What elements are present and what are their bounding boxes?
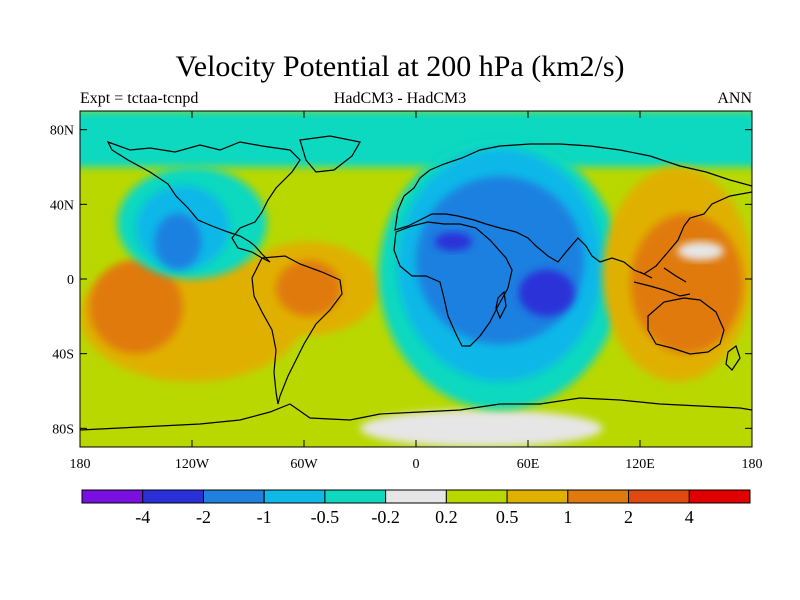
y-tick-label: 40N: [50, 198, 74, 213]
x-tick-label: 180: [70, 457, 91, 472]
colorbar-swatch: [142, 489, 204, 504]
colorbar-swatch: [506, 489, 569, 504]
colorbar-label: -2: [196, 507, 211, 527]
colorbar-swatch: [81, 489, 144, 504]
contour-region-9: [154, 213, 202, 270]
colorbar-swatch: [263, 489, 326, 504]
velocity-potential-field: [80, 111, 752, 447]
colorbar-label: -0.5: [311, 507, 340, 527]
colorbar-swatch: [445, 489, 508, 504]
y-tick-label: 80N: [50, 124, 74, 139]
contour-region-1: [80, 111, 752, 167]
x-tick-label: 120W: [175, 457, 210, 472]
colorbar-swatch: [202, 489, 265, 504]
x-tick-label: 60W: [290, 457, 318, 472]
colorbar-label: 0.5: [496, 507, 519, 527]
colorbar-swatch: [688, 489, 751, 504]
model-label: HadCM3 - HadCM3: [333, 90, 467, 107]
contour-region-16: [630, 213, 743, 354]
contour-region-14: [518, 269, 575, 317]
coastline-australia: [647, 297, 725, 355]
experiment-label: Expt = tctaa-tcnpd: [80, 90, 199, 107]
coastlines: [80, 135, 752, 431]
coastline-new-zealand: [725, 345, 741, 371]
coastline-south-america: [251, 255, 343, 405]
x-tick-label: 120E: [625, 457, 655, 472]
coastline-madagascar: [495, 290, 507, 320]
colorbar-label: 1: [563, 507, 572, 527]
y-tick-label: 40S: [52, 348, 74, 363]
colorbar-label: -0.2: [371, 507, 400, 527]
x-tick-label: 0: [413, 457, 420, 472]
coastline-indonesia: [633, 267, 691, 297]
colorbar-label: 4: [685, 507, 694, 527]
y-tick-label: 80S: [52, 422, 74, 437]
colorbar-swatch: [385, 489, 447, 504]
coastline-antarctica: [80, 397, 752, 431]
coastline-europe-asia: [394, 143, 752, 275]
contour-region-17: [677, 241, 725, 261]
contour-region-6: [276, 260, 342, 317]
season-label: ANN: [717, 90, 752, 107]
contour-region-2: [360, 409, 603, 447]
y-tick-label: 0: [67, 273, 74, 288]
axis-ticks: [79, 111, 753, 447]
colorbar-label: 0.2: [435, 507, 458, 527]
x-tick-label: 60E: [517, 457, 540, 472]
x-tick-label: 180: [742, 457, 763, 472]
colorbar-swatch: [628, 489, 690, 504]
page-title: Velocity Potential at 200 hPa (km2/s): [175, 50, 625, 83]
colorbar-label: -4: [135, 507, 150, 527]
contour-region-4: [89, 260, 183, 354]
colorbar-label: 2: [624, 507, 633, 527]
axis-tick-labels: 180 120W 60W 0 60E 120E 180 80N 40N 0 40S 80S: [50, 124, 763, 472]
colorbar: -4 -2 -1 -0.5 -0.2 0.2 0.5 1 2 4: [81, 489, 751, 527]
colorbar-label: -1: [257, 507, 272, 527]
coastline-greenland: [299, 135, 361, 173]
contour-region-13: [434, 232, 473, 252]
coastline-north-america: [106, 140, 301, 263]
colorbar-swatch: [324, 489, 387, 504]
colorbar-swatch: [567, 489, 630, 504]
coastline-africa: [393, 221, 513, 347]
